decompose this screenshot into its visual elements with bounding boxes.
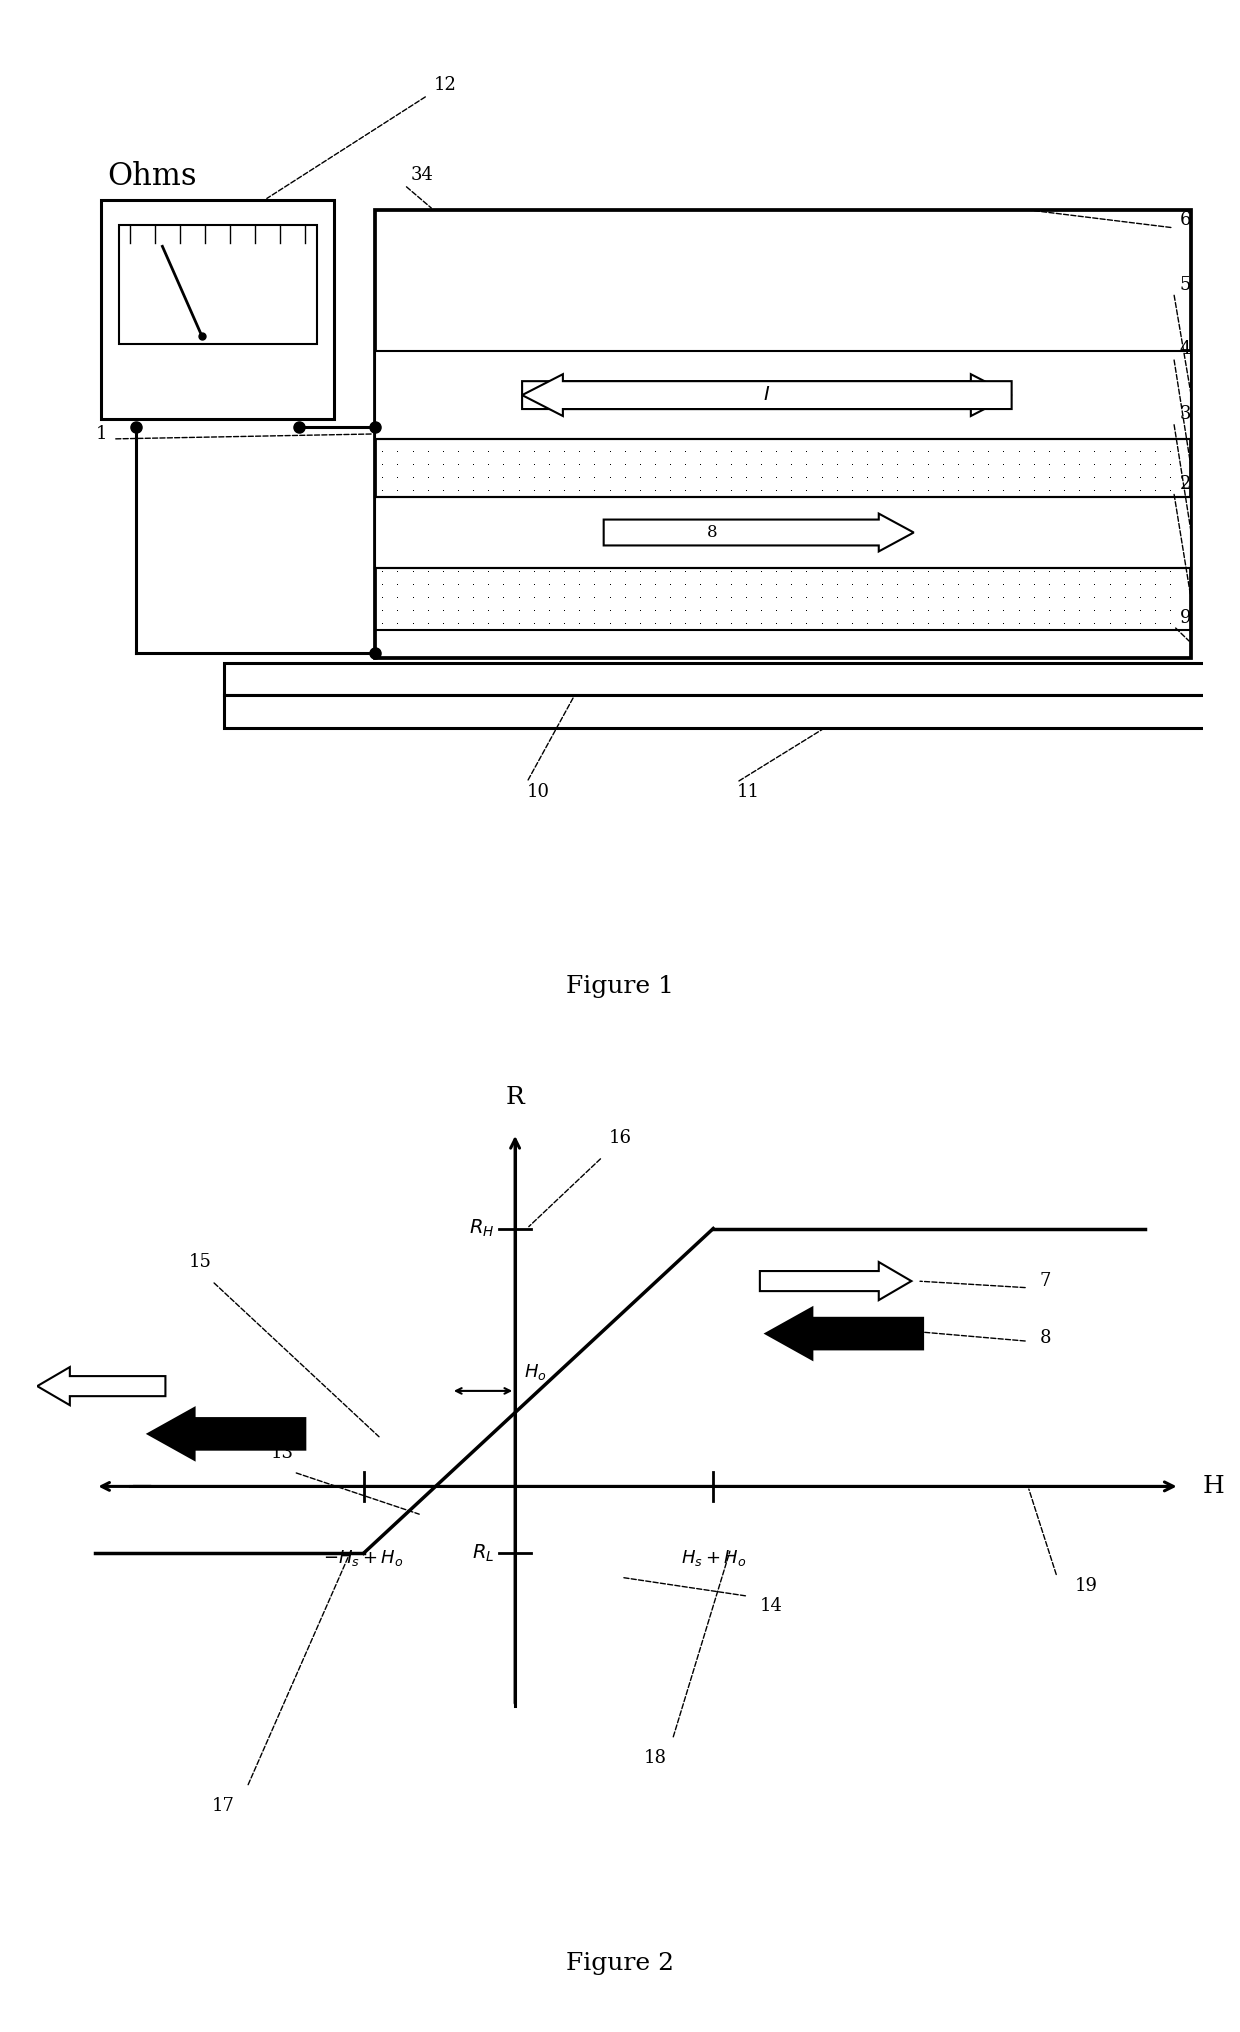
Text: 4: 4 — [1179, 339, 1190, 358]
FancyArrow shape — [766, 1309, 923, 1359]
Text: 17: 17 — [212, 1796, 234, 1815]
Text: 5: 5 — [1179, 276, 1190, 293]
Text: $H_o$: $H_o$ — [525, 1361, 547, 1382]
Polygon shape — [102, 199, 335, 419]
Polygon shape — [376, 352, 1192, 439]
Text: 8: 8 — [1039, 1329, 1052, 1347]
Text: $H_s+H_o$: $H_s+H_o$ — [681, 1548, 746, 1569]
Text: 10: 10 — [527, 784, 549, 801]
FancyArrow shape — [604, 514, 914, 551]
FancyArrow shape — [760, 1262, 911, 1300]
Polygon shape — [119, 226, 317, 343]
Text: 18: 18 — [644, 1750, 666, 1768]
Text: 1: 1 — [95, 425, 107, 443]
FancyArrow shape — [522, 374, 1012, 417]
Text: R: R — [506, 1087, 525, 1109]
Text: 15: 15 — [188, 1254, 212, 1270]
Text: 13: 13 — [270, 1445, 294, 1461]
FancyArrow shape — [148, 1408, 305, 1459]
Text: 2: 2 — [1179, 475, 1190, 492]
Text: Figure 2: Figure 2 — [565, 1953, 675, 1975]
Text: $-H_s+H_o$: $-H_s+H_o$ — [324, 1548, 404, 1569]
Text: H: H — [1203, 1475, 1225, 1498]
Text: 16: 16 — [609, 1128, 631, 1146]
Text: 19: 19 — [1075, 1577, 1097, 1595]
Text: Figure 1: Figure 1 — [567, 975, 673, 998]
FancyArrow shape — [522, 374, 1012, 417]
Text: 12: 12 — [434, 77, 456, 93]
Polygon shape — [376, 496, 1192, 569]
Text: $R_L$: $R_L$ — [471, 1542, 494, 1565]
Text: 3: 3 — [1179, 404, 1190, 423]
FancyArrow shape — [37, 1368, 165, 1406]
Text: 14: 14 — [760, 1597, 782, 1615]
Polygon shape — [223, 662, 1226, 695]
Polygon shape — [223, 695, 1226, 727]
Text: 8: 8 — [707, 524, 718, 541]
Text: Ohms: Ohms — [107, 161, 197, 191]
Text: 11: 11 — [737, 784, 760, 801]
Text: 7: 7 — [1039, 1272, 1052, 1290]
Text: $I$: $I$ — [764, 386, 770, 404]
Text: 6: 6 — [1179, 211, 1190, 230]
Polygon shape — [376, 209, 1192, 658]
Text: 34: 34 — [410, 167, 433, 185]
Text: $R_H$: $R_H$ — [469, 1217, 494, 1240]
Text: 9: 9 — [1179, 610, 1190, 628]
